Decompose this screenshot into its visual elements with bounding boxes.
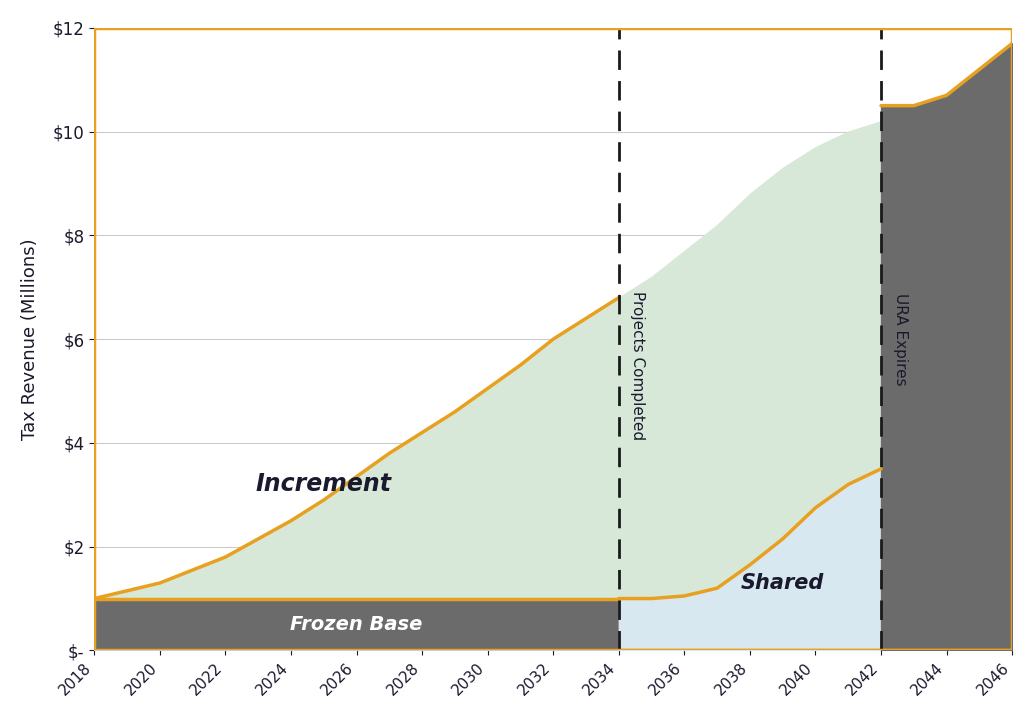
Text: Shared: Shared	[741, 573, 824, 593]
Text: Increment: Increment	[256, 472, 392, 496]
Text: Projects Completed: Projects Completed	[630, 290, 646, 439]
Text: URA Expires: URA Expires	[893, 293, 908, 385]
Y-axis label: Tax Revenue (Millions): Tax Revenue (Millions)	[21, 238, 39, 440]
Text: Frozen Base: Frozen Base	[290, 615, 422, 634]
